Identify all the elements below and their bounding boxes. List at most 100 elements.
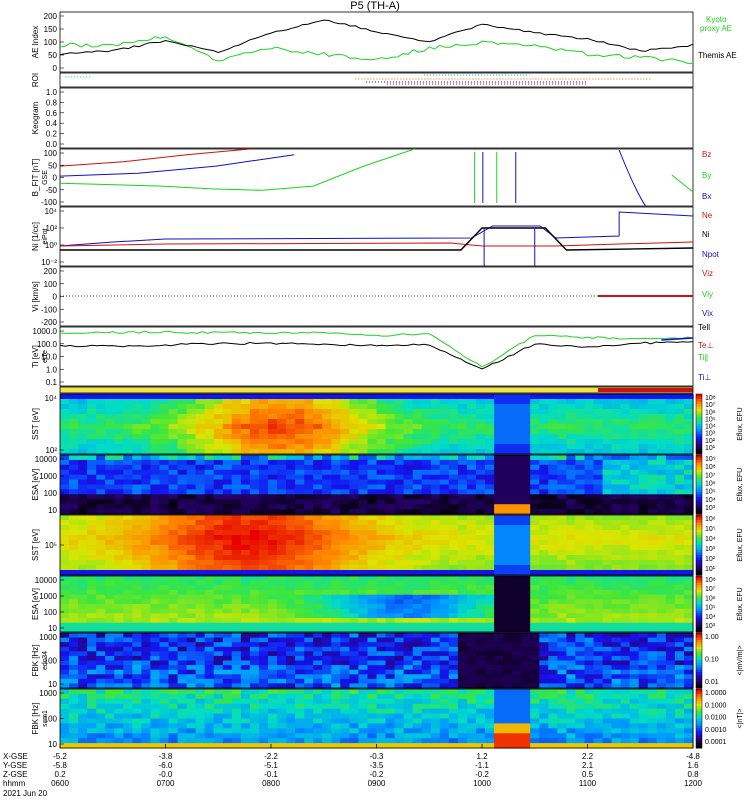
esa_i-cell	[494, 580, 504, 586]
fbk_b-cell	[123, 718, 133, 724]
esa_i-cell	[114, 599, 124, 605]
fbk_b-cell	[168, 703, 179, 710]
esa_i-cell	[421, 576, 432, 582]
esa_i-cell	[331, 585, 341, 591]
esa_e-cell	[195, 455, 206, 461]
sst_e-cell	[96, 525, 106, 531]
fbk_e-cell	[602, 655, 613, 662]
bfit-frame	[59, 148, 694, 207]
sst_e-cell	[358, 545, 368, 551]
esa_i-cell	[485, 627, 495, 633]
fbk_b-cell	[123, 698, 133, 705]
esa_i-cell	[204, 622, 215, 628]
sst_i-cell	[195, 449, 206, 455]
fbk_b-cell	[60, 728, 70, 734]
fbk_e-cell	[476, 646, 486, 652]
esa_i-cell	[403, 604, 414, 610]
fbk_e-cell	[195, 665, 206, 671]
sst_e-cell	[439, 565, 450, 571]
sst_i-cell	[512, 414, 522, 420]
sst_i-cell	[684, 424, 694, 430]
fbk_e-cell	[268, 655, 278, 662]
esa_i-cell	[656, 627, 667, 633]
fbk_b-cell	[385, 718, 396, 724]
esa_i-cell	[421, 594, 432, 600]
sst_i-cell	[448, 424, 459, 430]
esa_i-cell	[566, 618, 576, 624]
sst_e-cell	[684, 565, 694, 571]
fbk_e-cell	[476, 665, 486, 671]
sst_i-cell	[69, 419, 79, 425]
sst_i-cell	[222, 399, 233, 405]
esa_i-frame	[59, 575, 694, 633]
sst_i-cell	[123, 424, 133, 430]
sst_i-cell	[466, 444, 477, 450]
fbk_e-cell	[331, 633, 341, 639]
esa_e-cell	[584, 499, 595, 505]
sst_i-cell	[439, 424, 450, 430]
sst_e-cell	[376, 530, 387, 536]
esa_e-cell	[620, 499, 631, 505]
esa_e-cell	[132, 484, 142, 490]
fbk_e-cell	[231, 642, 242, 648]
esa_e-cell	[249, 509, 260, 515]
esa_i-cell	[159, 590, 170, 596]
fbk_b-cell	[240, 698, 251, 705]
esa_e-cell	[394, 459, 405, 466]
fbk_b-cell	[439, 703, 450, 710]
esa_e-cell	[548, 484, 558, 490]
esa_e-cell	[123, 489, 133, 495]
esa_e-colorbar-cell	[696, 462, 702, 466]
sst_i-cell	[593, 394, 604, 400]
sst_i-cell	[665, 399, 676, 405]
esa_i-ytick-label: 10000	[35, 576, 58, 585]
fbk_e-cell	[331, 669, 341, 675]
sst_e-cell	[548, 545, 558, 551]
sst_i-cell	[132, 429, 142, 435]
fbk_e-cell	[512, 651, 522, 657]
esa_e-cell	[448, 464, 459, 471]
esa_e-cell	[249, 459, 260, 466]
sst_i-cell	[403, 434, 414, 440]
sst_e-cell	[114, 565, 124, 571]
fbk_e-cell	[286, 683, 296, 689]
fbk_b-cell	[195, 713, 206, 720]
fbk_e-cell	[620, 646, 631, 652]
sst_e-cell	[96, 550, 106, 556]
sst_e-cell	[629, 515, 640, 521]
esa_e-cell	[530, 484, 540, 490]
fbk_e-cell	[403, 642, 414, 648]
sst_e-cell	[602, 545, 613, 551]
fbk_e-cell	[430, 660, 441, 666]
fbk_b-cell	[78, 708, 88, 715]
sst_e-cell	[485, 515, 495, 521]
fbk_e-cell	[277, 633, 287, 639]
esa_e-cell	[240, 484, 251, 490]
esa_i-cell	[593, 580, 604, 586]
fbk_b-cell	[168, 723, 179, 729]
esa_e-cell	[557, 499, 567, 505]
esa_i-cell	[78, 627, 88, 633]
esa_e-cell	[322, 464, 332, 471]
sst_e-cell	[258, 550, 269, 556]
sst_i-cell	[150, 429, 160, 435]
fbk_b-cell	[268, 708, 278, 715]
esa_i-cell	[629, 622, 640, 628]
fbk_e-cell	[620, 655, 631, 662]
esa_i-cell	[105, 599, 115, 605]
sst_e-cell	[87, 545, 97, 551]
esa_e-cell	[593, 479, 604, 486]
sst_i-cell	[521, 404, 531, 410]
fbk_e-cell	[204, 665, 215, 671]
esa_i-cell	[213, 618, 224, 624]
sst_e-cell	[249, 535, 260, 541]
sst_e-colorbar-cell	[696, 552, 702, 556]
fbk_b-cell	[322, 713, 332, 720]
fbk_e-cell	[638, 660, 649, 666]
fbk_b-cell	[168, 728, 179, 734]
sst_i-cell	[286, 414, 296, 420]
sst_i-cell	[195, 424, 206, 430]
sst_i-cell	[286, 424, 296, 430]
esa_e-cell	[476, 469, 486, 476]
fbk_e-colorbar-cell	[696, 678, 702, 682]
